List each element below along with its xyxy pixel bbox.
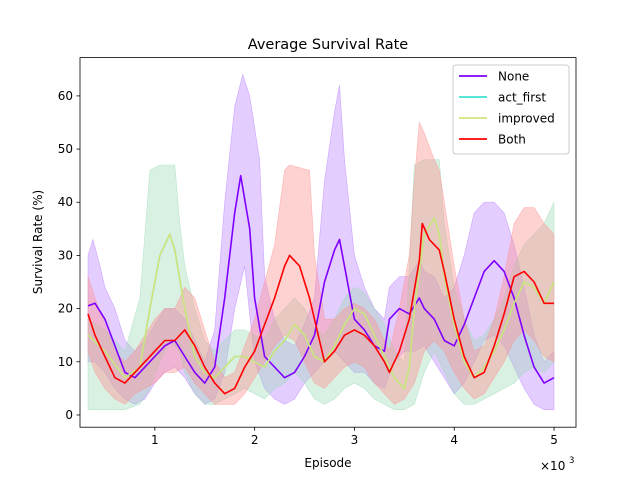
y-axis-label: Survival Rate (%)	[31, 190, 45, 294]
x-multiplier-exponent: 3	[569, 456, 574, 466]
x-axis-multiplier: ×10 3	[540, 456, 574, 473]
y-tick-label: 0	[65, 408, 73, 422]
x-tick-label: 2	[251, 433, 259, 447]
legend-label-act-first: act_first	[498, 91, 546, 105]
x-multiplier-base: ×10	[540, 459, 565, 473]
x-tick-label: 3	[351, 433, 359, 447]
legend-box	[452, 64, 570, 155]
series-lines	[87, 174, 555, 395]
legend: None act_first improved Both	[452, 64, 570, 155]
line-none	[87, 174, 555, 384]
chart-title: Average Survival Rate	[248, 37, 409, 53]
y-tick-label: 50	[58, 142, 73, 156]
y-tick-label: 60	[58, 89, 73, 103]
y-tick-label: 20	[58, 302, 73, 316]
plot-frame	[79, 57, 577, 428]
x-axis-ticks: 1 2 3 4 5	[151, 427, 558, 447]
y-axis-ticks: 0 10 20 30 40 50 60	[58, 89, 80, 422]
legend-label-improved: improved	[498, 112, 555, 126]
band-Both	[87, 121, 555, 405]
x-tick-label: 1	[151, 433, 159, 447]
line-both	[87, 222, 554, 395]
legend-label-none: None	[498, 70, 529, 84]
x-tick-label: 4	[450, 433, 458, 447]
y-tick-label: 40	[58, 195, 73, 209]
legend-label-both: Both	[498, 133, 526, 147]
x-tick-label: 5	[550, 433, 558, 447]
x-axis-label: Episode	[304, 456, 351, 470]
y-tick-label: 30	[58, 248, 73, 262]
y-tick-label: 10	[58, 355, 73, 369]
